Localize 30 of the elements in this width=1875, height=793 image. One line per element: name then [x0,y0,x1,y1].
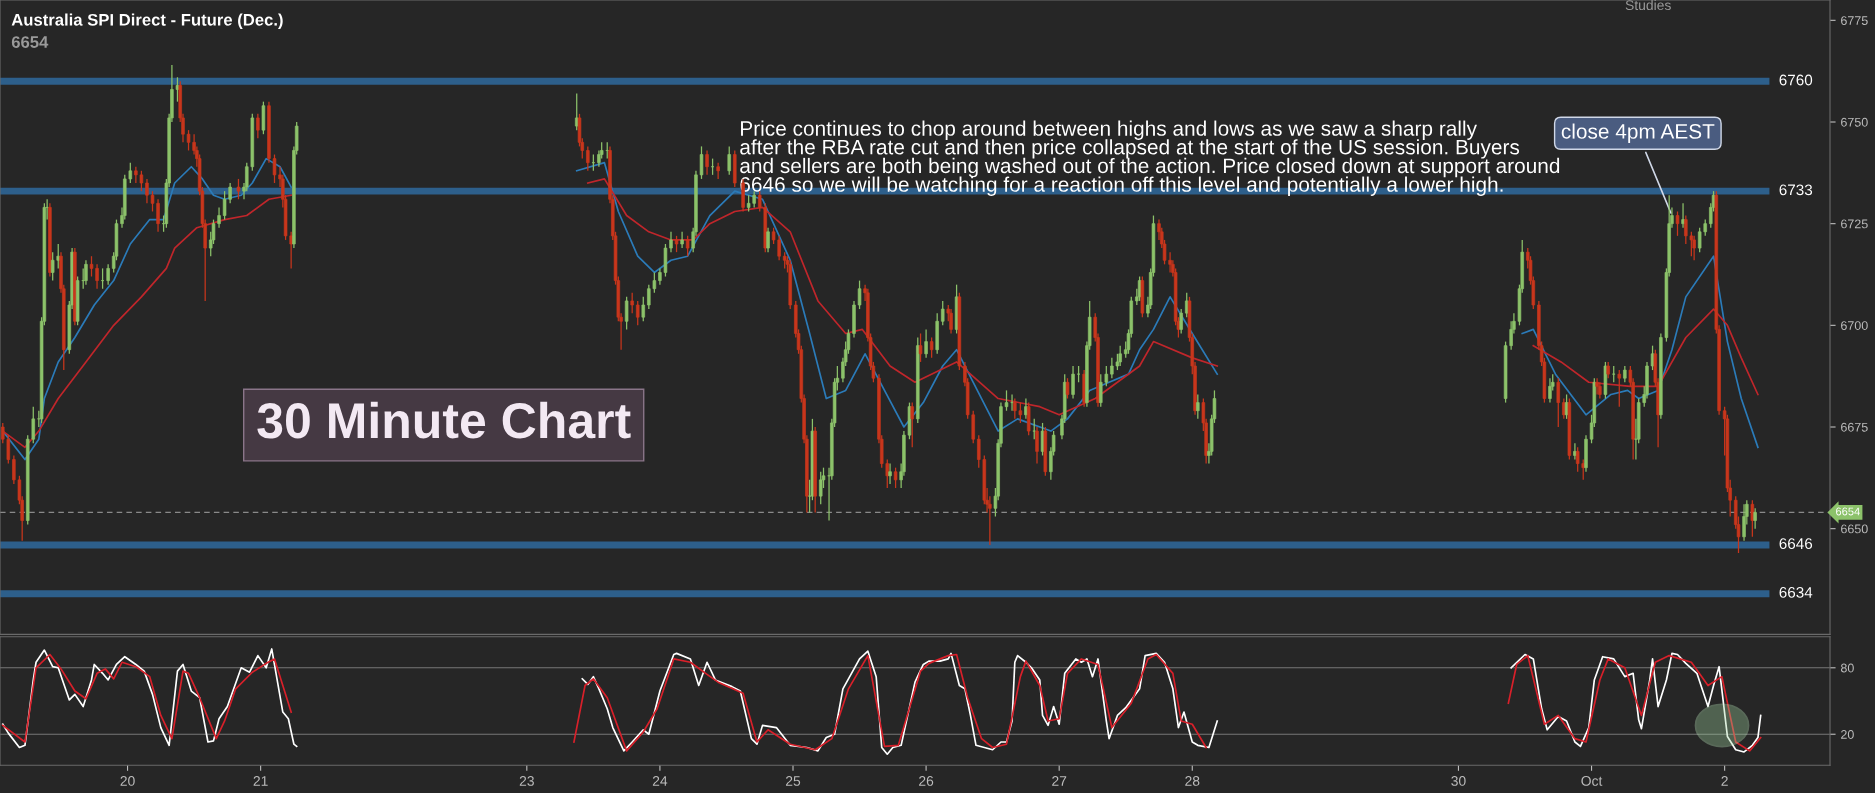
annotation: Price continues to chop around between highs and lows as we saw a sharp rally after the RBA rate cut and then price collapsed at the start of the US session. Buyers and sellers are both being washed out of the action. Price closed down at support around 6646 so we will be watching for a reaction off this level and potentially a lower high. [740,120,1560,196]
y-tick-label: 20 [1841,730,1854,739]
y-tick-label: 6700 [1841,321,1868,330]
ref-line-label: 6654 [1836,507,1860,516]
ref-line-label: 6733 [1779,184,1813,196]
y-tick-label: 6750 [1841,117,1868,127]
x-tick-label: 20 [120,776,135,786]
x-tick-label: 23 [519,776,534,786]
y-tick-label: 6675 [1841,422,1868,432]
x-tick-label: 25 [785,776,801,786]
annotation: Studies [1625,0,1671,11]
y-tick-label: 6725 [1841,219,1868,229]
y-tick-label: 6775 [1841,16,1868,25]
x-tick-label: 27 [1052,776,1067,786]
y-tick-label: 80 [1840,663,1854,673]
x-tick-label: 26 [919,776,934,786]
x-tick-label: 30 [1451,776,1466,786]
text: 6654 [11,36,49,48]
x-tick-label: Oct [1581,776,1603,786]
ref-line-label: 6760 [1779,74,1813,86]
ref-line-label: 6634 [1779,587,1813,598]
ref-line-label: 6646 [1779,538,1813,550]
y-tick-label: 6650 [1841,524,1868,534]
x-tick-label: 28 [1185,776,1200,786]
x-tick-label: 21 [253,776,268,786]
x-tick-label: 2 [1721,776,1728,786]
text: Australia SPI Direct - Future (Dec.) [11,13,283,30]
x-tick-label: 24 [652,776,668,786]
annotation: close 4pm AEST [1561,123,1715,143]
annotation: 30 Minute Chart [257,401,631,439]
